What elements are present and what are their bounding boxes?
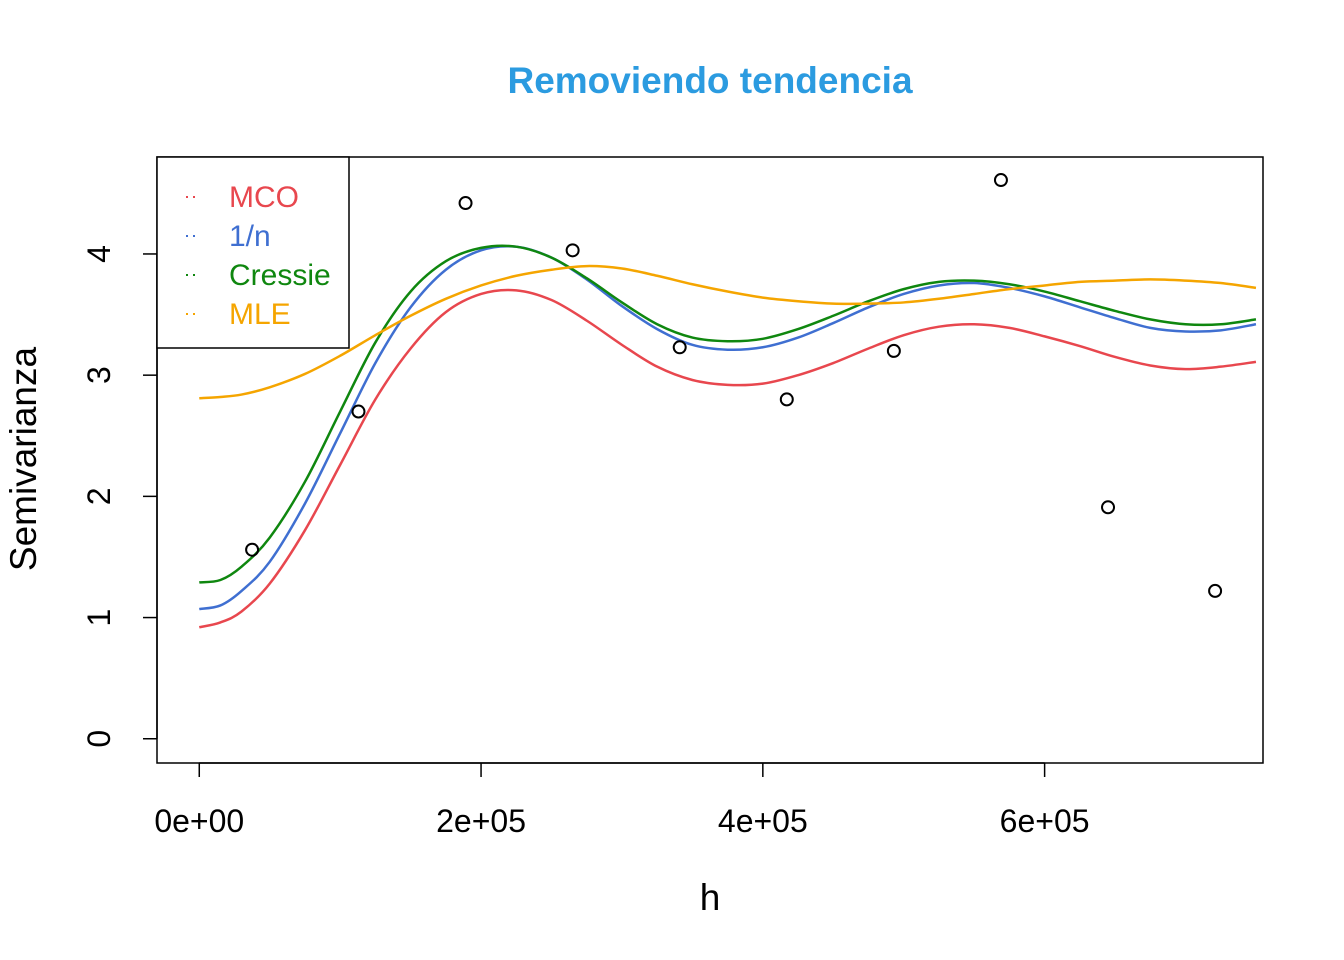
- series-layer: [198, 244, 1257, 629]
- series-line-mco: [198, 288, 1257, 629]
- legend-label: Cressie: [229, 259, 331, 292]
- series-line-cressie: [199, 244, 1257, 584]
- chart-title: Removiendo tendencia: [507, 60, 912, 101]
- y-axis: 0 1 2 3 4: [81, 245, 158, 748]
- x-tick-label: 6e+05: [1000, 803, 1090, 839]
- data-point: [993, 173, 1008, 188]
- y-axis-label: Semivarianza: [3, 347, 44, 572]
- data-point: [886, 343, 901, 358]
- x-tick-label: 2e+05: [436, 803, 526, 839]
- legend-label: 1/n: [229, 220, 271, 253]
- x-axis: 0e+00 2e+05 4e+05 6e+05: [154, 762, 1090, 839]
- y-tick-label: 2: [81, 487, 117, 505]
- data-point: [351, 404, 366, 419]
- data-point: [672, 340, 687, 355]
- x-axis-label: h: [700, 877, 721, 918]
- data-point: [245, 542, 260, 557]
- y-tick-label: 3: [81, 366, 117, 384]
- legend: MCO 1/n Cressie MLE: [156, 156, 350, 349]
- legend-label: MCO: [229, 181, 299, 214]
- data-point: [1208, 583, 1223, 598]
- series-line-1-n: [199, 244, 1257, 611]
- y-tick-label: 4: [81, 245, 117, 263]
- data-point: [1101, 500, 1116, 515]
- x-tick-label: 0e+00: [154, 803, 244, 839]
- data-point: [458, 196, 473, 211]
- y-tick-label: 0: [81, 730, 117, 748]
- x-tick-label: 4e+05: [718, 803, 808, 839]
- series-line-mle: [199, 264, 1257, 400]
- legend-label: MLE: [229, 298, 291, 331]
- data-point: [779, 392, 794, 407]
- data-point: [565, 243, 580, 258]
- legend-box: [156, 156, 350, 349]
- y-tick-label: 1: [81, 609, 117, 627]
- points-layer: [245, 173, 1223, 598]
